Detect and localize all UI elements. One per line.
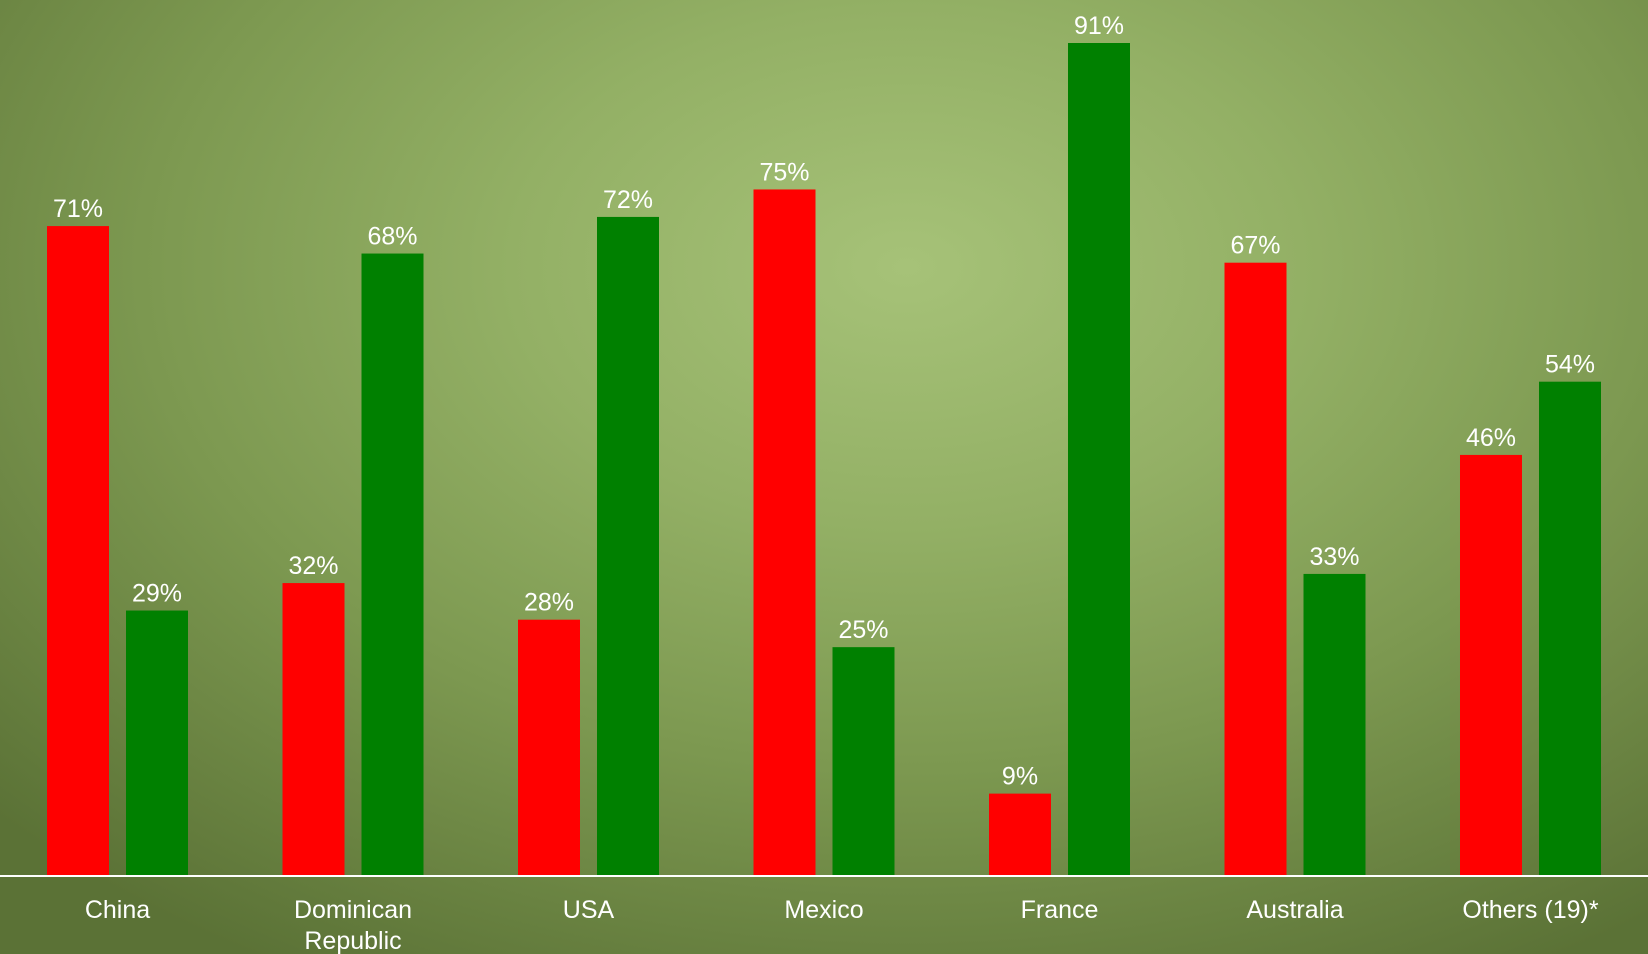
- data-label: 9%: [1002, 763, 1038, 791]
- bar-green-1: [361, 253, 424, 877]
- category-label: Mexico: [784, 896, 863, 924]
- category-label: Australia: [1246, 896, 1343, 924]
- category-labels-group: China Dominican Republic USA Mexico France Aus…: [85, 896, 1599, 954]
- category-label: France: [1021, 896, 1099, 924]
- bar-green-0: [126, 610, 188, 876]
- data-label: 71%: [53, 195, 103, 223]
- data-label: 75%: [759, 158, 809, 186]
- category-label: Others (19)*: [1462, 896, 1598, 924]
- bar-green-2: [597, 216, 659, 876]
- data-label: 29%: [132, 580, 182, 608]
- category-label: Republic: [304, 927, 401, 954]
- bar-red-2: [518, 619, 580, 876]
- data-label: 67%: [1230, 232, 1280, 260]
- bar-red-0: [47, 226, 109, 877]
- category-label: China: [85, 896, 150, 924]
- bars-group: 71% 29% 32% 68% 28% 72% 75% 25% 9% 91% 67% 33% 46% 54…: [47, 12, 1601, 877]
- bar-red-4: [989, 793, 1051, 876]
- data-label: 28%: [524, 589, 574, 617]
- bar-red-5: [1224, 262, 1287, 876]
- data-label: 54%: [1545, 351, 1595, 379]
- data-label: 25%: [838, 616, 888, 644]
- bar-green-5: [1303, 573, 1366, 876]
- category-label: USA: [563, 896, 615, 924]
- data-label: 46%: [1466, 424, 1516, 452]
- data-label: 68%: [367, 223, 417, 251]
- data-label: 33%: [1309, 543, 1359, 571]
- bar-red-1: [282, 583, 345, 876]
- bar-green-4: [1068, 43, 1130, 876]
- data-label: 91%: [1074, 12, 1124, 40]
- bar-green-3: [832, 647, 895, 876]
- bar-red-6: [1460, 454, 1522, 876]
- data-label: 32%: [288, 552, 338, 580]
- data-label: 72%: [603, 186, 653, 214]
- bar-green-6: [1539, 381, 1601, 876]
- category-label: Dominican: [294, 896, 412, 924]
- bar-red-3: [753, 189, 816, 876]
